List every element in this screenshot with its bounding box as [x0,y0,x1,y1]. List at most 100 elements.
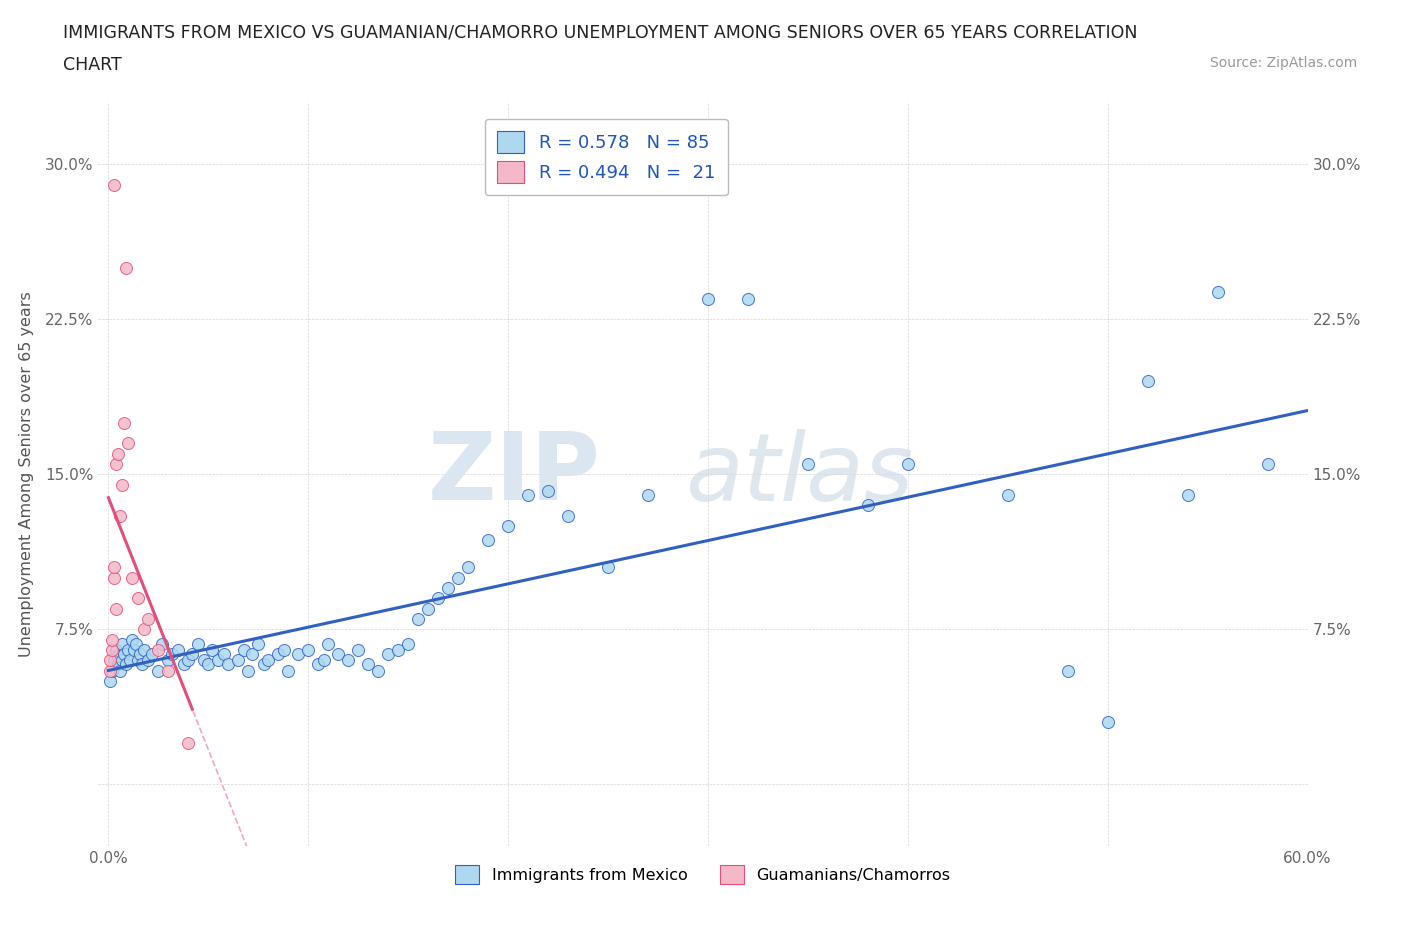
Point [134,622,156,637]
Point [314,653,336,668]
Point [396,636,419,651]
Point [418,601,440,616]
Point [125,636,148,651]
Point [107,657,129,671]
Point [240,646,263,661]
Point [357,657,380,671]
Point [596,560,619,575]
Point [110,508,132,523]
Point [138,612,160,627]
Text: atlas: atlas [686,429,914,520]
Point [477,533,499,548]
Point [897,457,920,472]
Point [496,519,519,534]
Point [214,646,236,661]
Point [105,457,128,472]
Point [997,487,1019,502]
Point [127,653,149,668]
Point [193,653,215,668]
Point [111,653,134,668]
Point [1206,285,1229,299]
Point [187,636,209,651]
Point [162,646,184,661]
Point [112,415,135,430]
Point [267,646,290,661]
Point [387,643,409,658]
Point [347,643,370,658]
Point [177,736,200,751]
Point [101,643,124,658]
Point [201,643,224,658]
Point [150,636,173,651]
Point [697,291,720,306]
Point [328,646,350,661]
Point [737,291,759,306]
Point [103,653,125,668]
Point [297,643,319,658]
Legend: Immigrants from Mexico, Guamanians/Chamorros: Immigrants from Mexico, Guamanians/Chamo… [449,858,957,890]
Y-axis label: Unemployment Among Seniors over 65 years: Unemployment Among Seniors over 65 years [18,291,34,658]
Point [105,601,128,616]
Point [148,643,170,658]
Point [103,570,125,585]
Point [316,636,339,651]
Point [637,487,659,502]
Point [110,663,132,678]
Point [177,653,200,668]
Point [120,653,142,668]
Point [1136,374,1159,389]
Point [337,653,360,668]
Point [247,636,270,651]
Point [1097,715,1119,730]
Point [148,663,170,678]
Text: IMMIGRANTS FROM MEXICO VS GUAMANIAN/CHAMORRO UNEMPLOYMENT AMONG SENIORS OVER 65 : IMMIGRANTS FROM MEXICO VS GUAMANIAN/CHAM… [63,23,1137,41]
Point [117,643,139,658]
Point [111,636,134,651]
Point [105,643,128,658]
Point [856,498,879,512]
Point [253,657,276,671]
Point [101,663,124,678]
Point [134,643,156,658]
Point [233,643,256,658]
Point [100,663,122,678]
Point [406,612,429,627]
Point [181,646,204,661]
Point [277,663,299,678]
Point [115,260,138,275]
Point [121,570,143,585]
Text: ZIP: ZIP [427,429,600,520]
Point [427,591,450,605]
Point [228,653,250,668]
Point [100,673,122,688]
Point [307,657,329,671]
Text: Source: ZipAtlas.com: Source: ZipAtlas.com [1209,56,1357,70]
Point [107,446,129,461]
Point [1056,663,1078,678]
Point [437,580,460,595]
Point [167,643,190,658]
Point [287,646,309,661]
Point [115,657,138,671]
Point [157,663,180,678]
Point [537,484,560,498]
Point [103,560,125,575]
Point [1257,457,1279,472]
Point [517,487,540,502]
Point [129,646,152,661]
Point [103,178,125,193]
Point [100,653,122,668]
Point [557,508,579,523]
Point [173,657,195,671]
Point [138,653,160,668]
Point [447,570,470,585]
Point [238,663,260,678]
Point [121,632,143,647]
Point [457,560,479,575]
Point [367,663,389,678]
Point [1177,487,1199,502]
Point [124,643,146,658]
Point [127,591,149,605]
Point [207,653,229,668]
Point [131,657,153,671]
